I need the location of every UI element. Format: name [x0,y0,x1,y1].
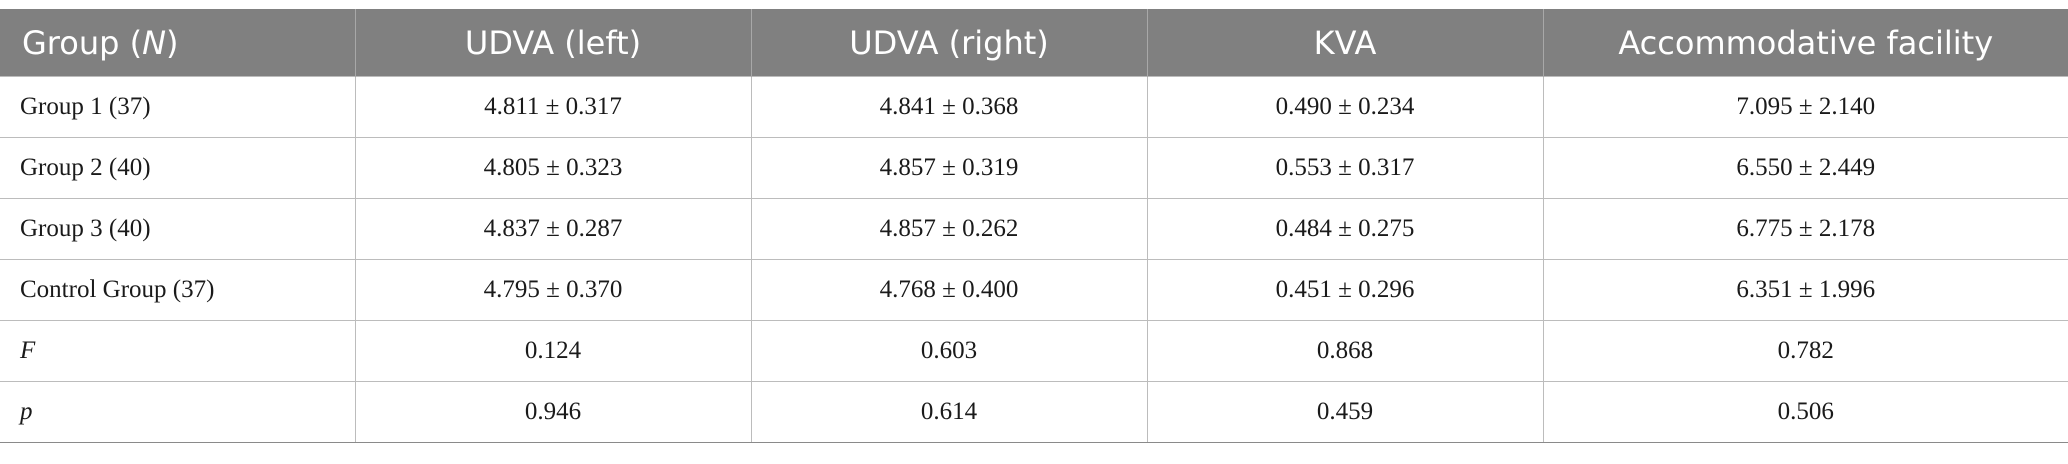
cell-udva-right: 0.603 [750,320,1148,382]
cell-accommodative-facility: 0.782 [1542,320,2068,382]
cell-udva-left: 4.837 ± 0.287 [354,198,752,260]
cell-udva-right: 4.857 ± 0.262 [750,198,1148,260]
cell-accommodative-facility: 7.095 ± 2.140 [1542,76,2068,138]
header-row: Group (N) UDVA (left) UDVA (right) KVA A… [0,9,2068,77]
table-row-f-statistic: F 0.124 0.603 0.868 0.782 [0,320,2068,382]
cell-udva-right: 4.841 ± 0.368 [750,76,1148,138]
cell-kva: 0.868 [1146,320,1544,382]
header-group-n: N [142,24,167,62]
row-label: Group 2 (40) [0,137,356,199]
cell-udva-right: 4.857 ± 0.319 [750,137,1148,199]
table-row: Control Group (37) 4.795 ± 0.370 4.768 ±… [0,259,2068,321]
data-table-container: Group (N) UDVA (left) UDVA (right) KVA A… [0,9,2068,443]
header-kva: KVA [1146,9,1544,77]
cell-accommodative-facility: 0.506 [1542,381,2068,443]
table-row-p-value: p 0.946 0.614 0.459 0.506 [0,381,2068,443]
table-row: Group 1 (37) 4.811 ± 0.317 4.841 ± 0.368… [0,76,2068,138]
cell-udva-right: 0.614 [750,381,1148,443]
row-label: Group 3 (40) [0,198,356,260]
data-table: Group (N) UDVA (left) UDVA (right) KVA A… [0,9,2068,443]
table-row: Group 2 (40) 4.805 ± 0.323 4.857 ± 0.319… [0,137,2068,199]
header-group-suffix: ) [166,24,179,62]
cell-kva: 0.490 ± 0.234 [1146,76,1544,138]
row-label-f: F [0,320,356,382]
header-udva-right: UDVA (right) [750,9,1148,77]
cell-udva-left: 4.811 ± 0.317 [354,76,752,138]
cell-accommodative-facility: 6.351 ± 1.996 [1542,259,2068,321]
header-group: Group (N) [0,9,356,77]
cell-kva: 0.451 ± 0.296 [1146,259,1544,321]
header-accommodative-facility: Accommodative facility [1542,9,2068,77]
cell-udva-left: 0.124 [354,320,752,382]
row-label: Control Group (37) [0,259,356,321]
cell-udva-left: 0.946 [354,381,752,443]
row-label: Group 1 (37) [0,76,356,138]
cell-accommodative-facility: 6.550 ± 2.449 [1542,137,2068,199]
cell-kva: 0.484 ± 0.275 [1146,198,1544,260]
cell-kva: 0.553 ± 0.317 [1146,137,1544,199]
header-group-prefix: Group ( [22,24,143,62]
cell-accommodative-facility: 6.775 ± 2.178 [1542,198,2068,260]
cell-udva-left: 4.805 ± 0.323 [354,137,752,199]
cell-kva: 0.459 [1146,381,1544,443]
row-label-p: p [0,381,356,443]
cell-udva-right: 4.768 ± 0.400 [750,259,1148,321]
cell-udva-left: 4.795 ± 0.370 [354,259,752,321]
header-udva-left: UDVA (left) [354,9,752,77]
table-row: Group 3 (40) 4.837 ± 0.287 4.857 ± 0.262… [0,198,2068,260]
